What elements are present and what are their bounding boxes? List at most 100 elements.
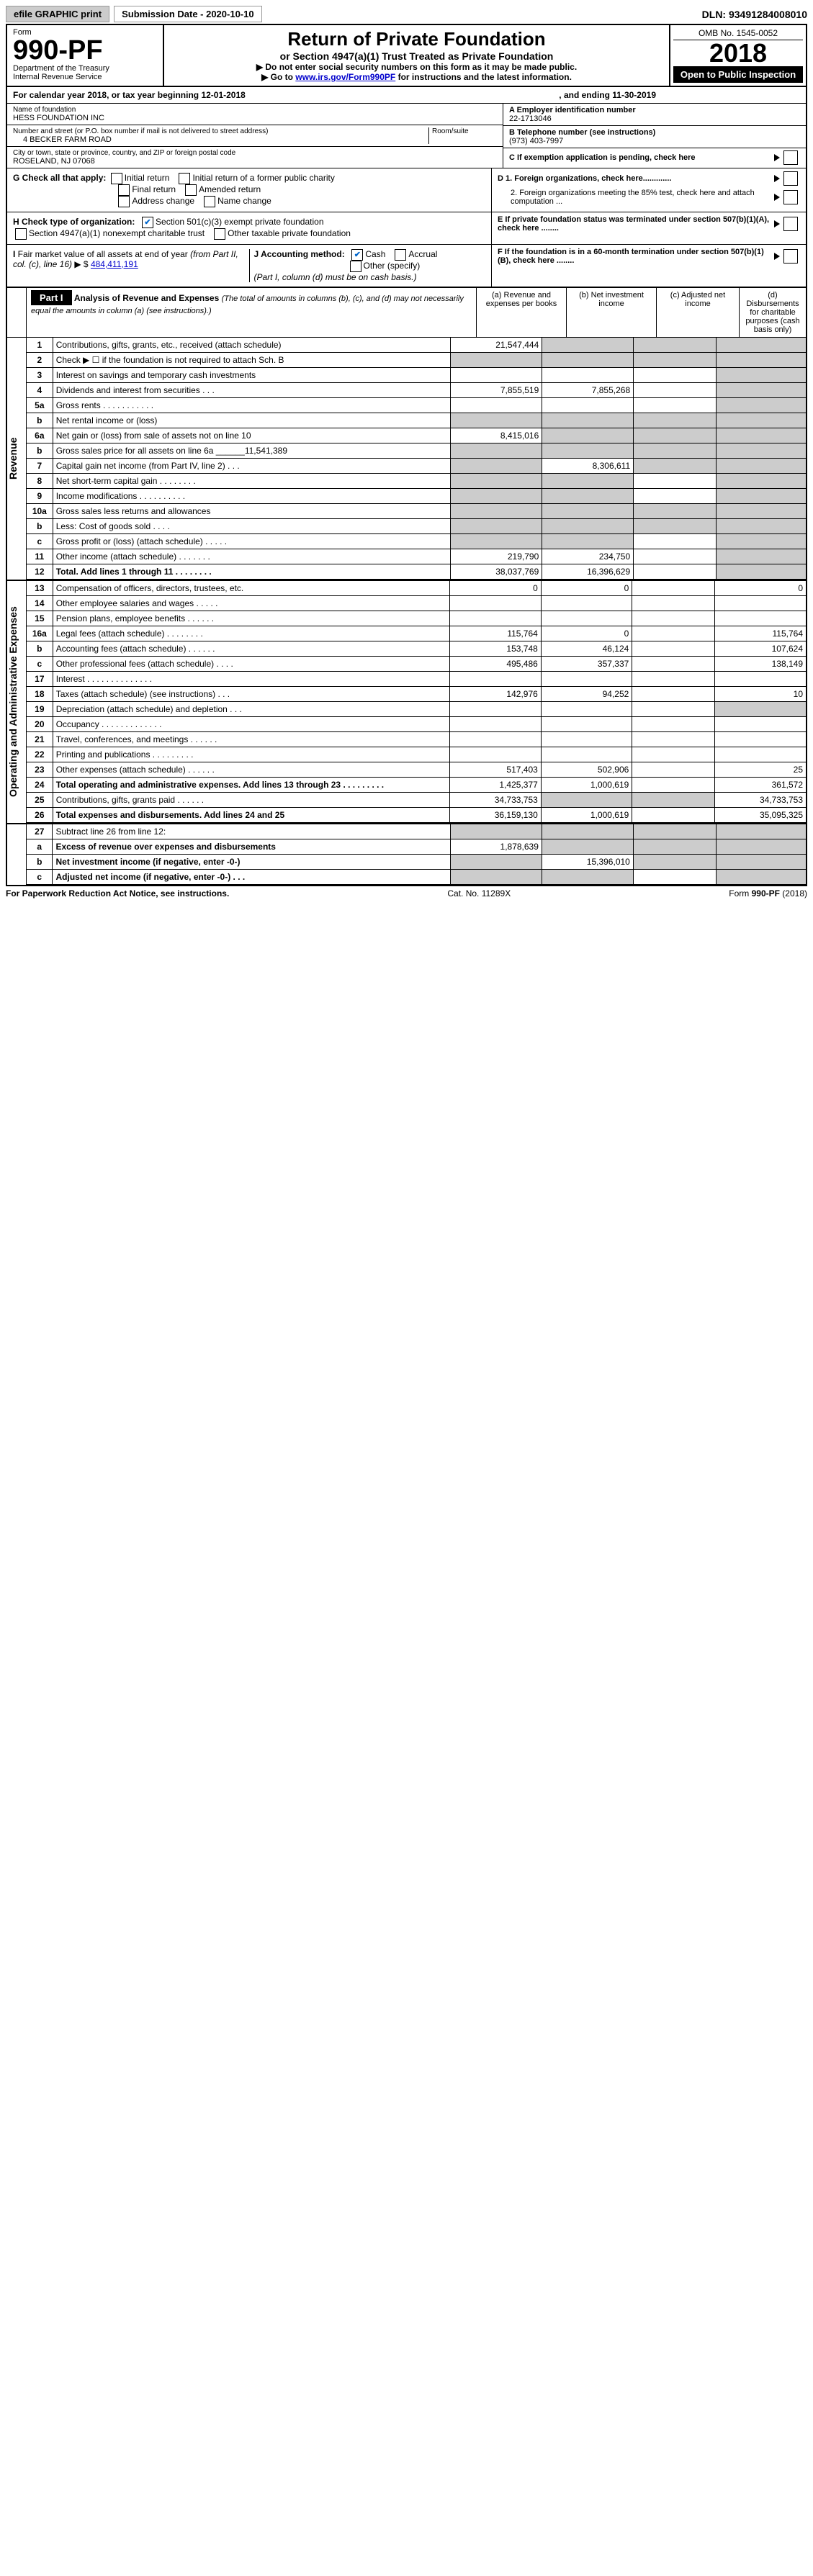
amended-return-checkbox[interactable] (185, 184, 197, 196)
line-description: Pension plans, employee benefits . . . .… (53, 611, 449, 626)
d1-checkbox[interactable] (783, 171, 798, 186)
h-o2: Section 4947(a)(1) nonexempt charitable … (29, 228, 205, 238)
f-checkbox[interactable] (783, 249, 798, 264)
table-row: 26Total expenses and disbursements. Add … (27, 808, 806, 823)
col-c-value (634, 534, 717, 549)
table-row: 6aNet gain or (loss) from sale of assets… (27, 428, 806, 443)
col-d-value (717, 504, 806, 519)
col-a-value (451, 489, 542, 504)
line-description: Other employee salaries and wages . . . … (53, 596, 449, 611)
col-c-value (632, 672, 715, 687)
table-row: 14Other employee salaries and wages . . … (27, 596, 806, 611)
e-section: E If private foundation status was termi… (492, 212, 806, 244)
j-label: J Accounting method: (254, 249, 345, 259)
efile-button[interactable]: efile GRAPHIC print (6, 6, 109, 22)
table-row: 19Depreciation (attach schedule) and dep… (27, 702, 806, 717)
e-checkbox[interactable] (783, 217, 798, 231)
other-checkbox[interactable] (350, 261, 361, 272)
line-number: 27 (27, 824, 53, 839)
line-description: Subtract line 26 from line 12: (53, 824, 451, 839)
col-c-value (632, 641, 715, 657)
subdate-button[interactable]: Submission Date - 2020-10-10 (114, 6, 262, 22)
col-c-value (634, 413, 717, 428)
col-b-value (542, 353, 634, 368)
col-d-value: 107,624 (715, 641, 806, 657)
col-c-value (634, 428, 717, 443)
expenses-side-label: Operating and Administrative Expenses (7, 581, 27, 823)
line-description: Gross profit or (loss) (attach schedule)… (53, 534, 451, 549)
line-description: Occupancy . . . . . . . . . . . . . (53, 717, 449, 732)
line-number: 20 (27, 717, 53, 732)
line-number: 26 (27, 808, 53, 823)
col-d-value (717, 824, 806, 839)
col-b-value: 8,306,611 (542, 459, 634, 474)
name-change-checkbox[interactable] (204, 196, 215, 207)
g-label: G Check all that apply: (13, 173, 106, 183)
col-d-value: 10 (715, 687, 806, 702)
col-c-value (633, 824, 716, 839)
col-c-value (634, 489, 717, 504)
line-number: 14 (27, 596, 53, 611)
org-info-row: Name of foundation HESS FOUNDATION INC N… (7, 104, 806, 168)
phone-cell: B Telephone number (see instructions) (9… (503, 126, 806, 148)
addr-cell: Number and street (or P.O. box number if… (7, 125, 503, 147)
footer-right: Form 990-PF (2018) (729, 888, 807, 899)
table-row: 25Contributions, gifts, grants paid . . … (27, 793, 806, 808)
col-c-value (632, 611, 715, 626)
table-row: 5aGross rents . . . . . . . . . . . (27, 398, 806, 413)
j-note: (Part I, column (d) must be on cash basi… (254, 272, 417, 282)
initial-return-checkbox[interactable] (111, 173, 122, 184)
irs-link[interactable]: www.irs.gov/Form990PF (295, 72, 395, 82)
org-name: HESS FOUNDATION INC (13, 114, 497, 122)
col-c-header: (c) Adjusted net income (657, 288, 740, 337)
e-label: E If private foundation status was termi… (498, 215, 773, 233)
cash-checkbox[interactable]: ✔ (351, 249, 363, 261)
table-row: 20Occupancy . . . . . . . . . . . . . (27, 717, 806, 732)
final-return-checkbox[interactable] (118, 184, 130, 196)
col-c-value (634, 564, 717, 580)
arrow-icon (774, 154, 780, 161)
d2-label: 2. Foreign organizations meeting the 85%… (498, 189, 773, 206)
ij-section: I Fair market value of all assets at end… (7, 245, 492, 287)
other-taxable-checkbox[interactable] (214, 228, 225, 240)
line-number: 24 (27, 778, 53, 793)
table-row: bNet rental income or (loss) (27, 413, 806, 428)
col-a-value (451, 368, 542, 383)
col-b-value (542, 413, 634, 428)
col-d-value (717, 353, 806, 368)
col-d-value (717, 398, 806, 413)
j-cash: Cash (365, 249, 385, 259)
col-d-value (715, 702, 806, 717)
line-description: Interest on savings and temporary cash i… (53, 368, 451, 383)
col-d-value (717, 474, 806, 489)
part1-title-cell: Part I Analysis of Revenue and Expenses … (27, 288, 477, 337)
col-c-value (632, 687, 715, 702)
line-description: Gross rents . . . . . . . . . . . (53, 398, 451, 413)
col-d-value (717, 855, 806, 870)
line-number: 4 (27, 383, 53, 398)
col-a-value: 495,486 (450, 657, 542, 672)
accrual-checkbox[interactable] (395, 249, 406, 261)
exemption-checkbox[interactable] (783, 150, 798, 165)
org-left: Name of foundation HESS FOUNDATION INC N… (7, 104, 503, 168)
calendar-year-row: For calendar year 2018, or tax year begi… (7, 87, 806, 104)
line27-block: 27Subtract line 26 from line 12:aExcess … (7, 823, 806, 885)
col-d-value (717, 870, 806, 885)
col-c-value (632, 581, 715, 596)
form-subtitle: or Section 4947(a)(1) Trust Treated as P… (171, 50, 662, 62)
form-header: Form 990-PF Department of the Treasury I… (7, 25, 806, 87)
address-change-checkbox[interactable] (118, 196, 130, 207)
col-a-value: 517,403 (450, 762, 542, 778)
501c3-checkbox[interactable]: ✔ (142, 217, 153, 228)
4947-checkbox[interactable] (15, 228, 27, 240)
i-value[interactable]: 484,411,191 (91, 259, 138, 269)
initial-former-checkbox[interactable] (179, 173, 190, 184)
d1-label: D 1. Foreign organizations, check here..… (498, 174, 773, 183)
col-a-value (450, 747, 542, 762)
h-o1: Section 501(c)(3) exempt private foundat… (156, 217, 323, 227)
line-description: Capital gain net income (from Part IV, l… (53, 459, 451, 474)
col-a-value (451, 870, 542, 885)
col-c-value (634, 519, 717, 534)
col-a-value (451, 534, 542, 549)
d2-checkbox[interactable] (783, 190, 798, 204)
